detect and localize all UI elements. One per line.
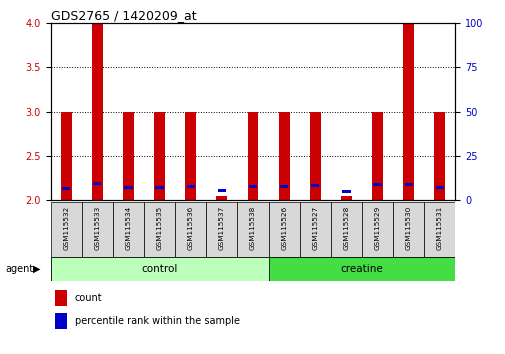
Bar [186, 185, 194, 188]
Bar [402, 23, 413, 200]
Text: GSM115529: GSM115529 [374, 206, 380, 250]
Bar [268, 202, 299, 257]
Text: GSM115534: GSM115534 [125, 206, 131, 250]
Bar [268, 257, 454, 281]
Text: GSM115530: GSM115530 [405, 206, 411, 250]
Bar [124, 186, 132, 189]
Bar [55, 290, 67, 306]
Text: GSM115537: GSM115537 [219, 206, 224, 250]
Text: control: control [141, 264, 177, 274]
Text: agent: agent [5, 264, 33, 274]
Bar [50, 202, 82, 257]
Text: percentile rank within the sample: percentile rank within the sample [75, 316, 239, 326]
Bar [123, 112, 134, 200]
Bar [113, 202, 144, 257]
Text: GSM115535: GSM115535 [156, 206, 162, 250]
Bar [279, 185, 288, 188]
Bar [373, 183, 381, 185]
Text: GSM115538: GSM115538 [249, 206, 256, 250]
Bar [299, 202, 330, 257]
Text: GSM115526: GSM115526 [281, 206, 286, 250]
Bar [330, 202, 361, 257]
Bar [144, 202, 175, 257]
Text: GSM115527: GSM115527 [312, 206, 318, 250]
Bar [248, 185, 257, 188]
Bar [237, 202, 268, 257]
Bar [61, 112, 72, 200]
Bar [311, 184, 319, 187]
Bar [392, 202, 423, 257]
Bar [62, 187, 70, 190]
Bar [217, 189, 226, 192]
Bar [423, 202, 454, 257]
Bar [371, 112, 382, 200]
Bar [92, 23, 103, 200]
Bar [247, 112, 258, 200]
Bar [155, 186, 163, 189]
Text: GDS2765 / 1420209_at: GDS2765 / 1420209_at [50, 9, 196, 22]
Bar [82, 202, 113, 257]
Bar [55, 313, 67, 329]
Bar [433, 112, 444, 200]
Bar [278, 112, 289, 200]
Text: creatine: creatine [340, 264, 383, 274]
Bar [361, 202, 392, 257]
Bar [342, 190, 350, 193]
Text: ▶: ▶ [33, 264, 40, 274]
Bar [185, 112, 196, 200]
Bar [216, 195, 227, 200]
Bar [50, 257, 268, 281]
Text: GSM115532: GSM115532 [63, 206, 69, 250]
Bar [404, 183, 412, 185]
Bar [309, 112, 320, 200]
Bar [93, 182, 101, 185]
Bar [154, 112, 165, 200]
Text: GSM115531: GSM115531 [436, 206, 442, 250]
Text: count: count [75, 293, 103, 303]
Bar [435, 186, 443, 189]
Text: GSM115533: GSM115533 [94, 206, 100, 250]
Bar [206, 202, 237, 257]
Bar [175, 202, 206, 257]
Text: GSM115528: GSM115528 [343, 206, 349, 250]
Text: GSM115536: GSM115536 [187, 206, 193, 250]
Bar [340, 195, 351, 200]
